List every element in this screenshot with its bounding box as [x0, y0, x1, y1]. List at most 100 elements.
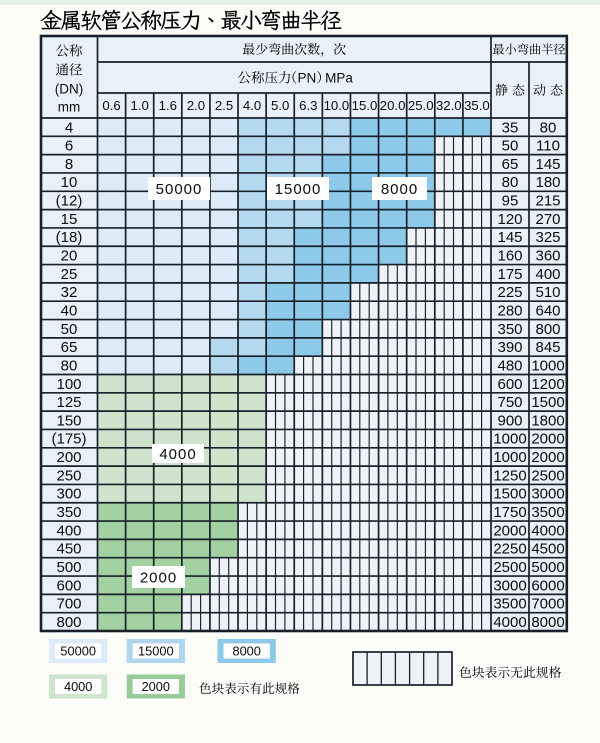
svg-text:PN: PN: [298, 70, 317, 85]
svg-text:325: 325: [535, 229, 560, 246]
svg-text:1000: 1000: [493, 431, 526, 448]
svg-text:215: 215: [535, 193, 560, 210]
svg-text:600: 600: [497, 376, 522, 393]
svg-text:300: 300: [56, 486, 81, 503]
svg-text:40: 40: [61, 303, 78, 320]
svg-text:2500: 2500: [493, 559, 526, 576]
svg-text:2000: 2000: [531, 449, 564, 466]
svg-text:175: 175: [497, 266, 522, 283]
svg-text:4500: 4500: [531, 541, 564, 558]
svg-text:145: 145: [535, 156, 560, 173]
svg-text:mm: mm: [58, 100, 81, 115]
svg-text:6.3: 6.3: [299, 98, 317, 113]
svg-text:400: 400: [535, 266, 560, 283]
svg-text:800: 800: [535, 321, 560, 338]
svg-text:80: 80: [61, 357, 78, 374]
svg-text:4000: 4000: [159, 446, 196, 463]
svg-text:200: 200: [56, 449, 81, 466]
svg-text:225: 225: [497, 284, 522, 301]
svg-text:510: 510: [535, 284, 560, 301]
svg-text:20: 20: [61, 248, 78, 265]
svg-text:50000: 50000: [60, 644, 96, 659]
svg-text:100: 100: [56, 376, 81, 393]
svg-text:4: 4: [65, 119, 73, 136]
svg-text:250: 250: [56, 467, 81, 484]
svg-text:10: 10: [61, 174, 78, 191]
svg-text:160: 160: [497, 248, 522, 265]
svg-text:750: 750: [497, 394, 522, 411]
svg-text:65: 65: [502, 156, 519, 173]
svg-text:32: 32: [61, 284, 78, 301]
svg-text:7000: 7000: [531, 596, 564, 613]
svg-text:125: 125: [56, 394, 81, 411]
svg-text:35: 35: [502, 119, 519, 136]
svg-text:450: 450: [56, 541, 81, 558]
svg-text:0.6: 0.6: [102, 98, 120, 113]
svg-text:1000: 1000: [493, 449, 526, 466]
svg-text:2250: 2250: [493, 541, 526, 558]
svg-text:500: 500: [56, 559, 81, 576]
svg-text:390: 390: [497, 339, 522, 356]
svg-text:900: 900: [497, 412, 522, 429]
svg-text:MPa: MPa: [325, 70, 353, 85]
svg-text:110: 110: [536, 138, 560, 155]
svg-text:5000: 5000: [531, 559, 564, 576]
svg-text:700: 700: [56, 596, 81, 613]
svg-text:800: 800: [56, 614, 81, 631]
svg-text:350: 350: [56, 504, 81, 521]
svg-text:3500: 3500: [531, 504, 564, 521]
svg-text:600: 600: [56, 577, 81, 594]
svg-text:50: 50: [61, 321, 78, 338]
svg-text:(DN): (DN): [55, 82, 84, 97]
svg-text:80: 80: [540, 119, 557, 136]
svg-text:1750: 1750: [493, 504, 526, 521]
svg-text:65: 65: [61, 339, 78, 356]
svg-text:8000: 8000: [232, 644, 260, 659]
svg-text:1800: 1800: [531, 412, 564, 429]
svg-text:4000: 4000: [531, 522, 564, 539]
svg-text:120: 120: [497, 211, 522, 228]
svg-text:350: 350: [497, 321, 522, 338]
svg-text:20.0: 20.0: [380, 98, 406, 113]
svg-text:32.0: 32.0: [436, 98, 462, 113]
svg-text:15000: 15000: [275, 181, 322, 198]
svg-text:25.0: 25.0: [408, 98, 434, 113]
svg-text:5.0: 5.0: [271, 98, 289, 113]
svg-text:1.6: 1.6: [159, 98, 177, 113]
svg-text:2500: 2500: [531, 467, 564, 484]
svg-text:1500: 1500: [493, 486, 526, 503]
svg-text:15: 15: [61, 211, 78, 228]
svg-text:280: 280: [497, 303, 522, 320]
svg-text:4.0: 4.0: [243, 98, 261, 113]
svg-text:1000: 1000: [531, 357, 564, 374]
svg-text:(175): (175): [51, 431, 86, 448]
svg-text:15000: 15000: [138, 644, 174, 659]
svg-text:2000: 2000: [531, 431, 564, 448]
svg-text:10.0: 10.0: [324, 98, 350, 113]
svg-text:(18): (18): [56, 229, 83, 246]
svg-text:2000: 2000: [493, 522, 526, 539]
svg-text:3000: 3000: [531, 486, 564, 503]
svg-text:8000: 8000: [381, 181, 418, 198]
svg-text:6: 6: [65, 138, 73, 155]
svg-text:2.0: 2.0: [187, 98, 205, 113]
svg-text:4000: 4000: [493, 614, 526, 631]
svg-text:2000: 2000: [142, 679, 170, 694]
svg-text:95: 95: [502, 193, 519, 210]
svg-text:2.5: 2.5: [215, 98, 233, 113]
svg-text:8000: 8000: [531, 614, 564, 631]
svg-text:4000: 4000: [64, 679, 92, 694]
svg-text:80: 80: [502, 174, 519, 191]
svg-text:25: 25: [61, 266, 78, 283]
svg-text:180: 180: [535, 174, 560, 191]
svg-text:360: 360: [535, 248, 560, 265]
svg-text:1500: 1500: [531, 394, 564, 411]
svg-text:150: 150: [56, 412, 81, 429]
svg-text:8: 8: [65, 156, 73, 173]
svg-text:145: 145: [497, 229, 522, 246]
svg-text:1250: 1250: [493, 467, 526, 484]
svg-text:50000: 50000: [156, 181, 203, 198]
svg-text:480: 480: [497, 357, 522, 374]
svg-text:1.0: 1.0: [131, 98, 149, 113]
svg-text:6000: 6000: [531, 577, 564, 594]
